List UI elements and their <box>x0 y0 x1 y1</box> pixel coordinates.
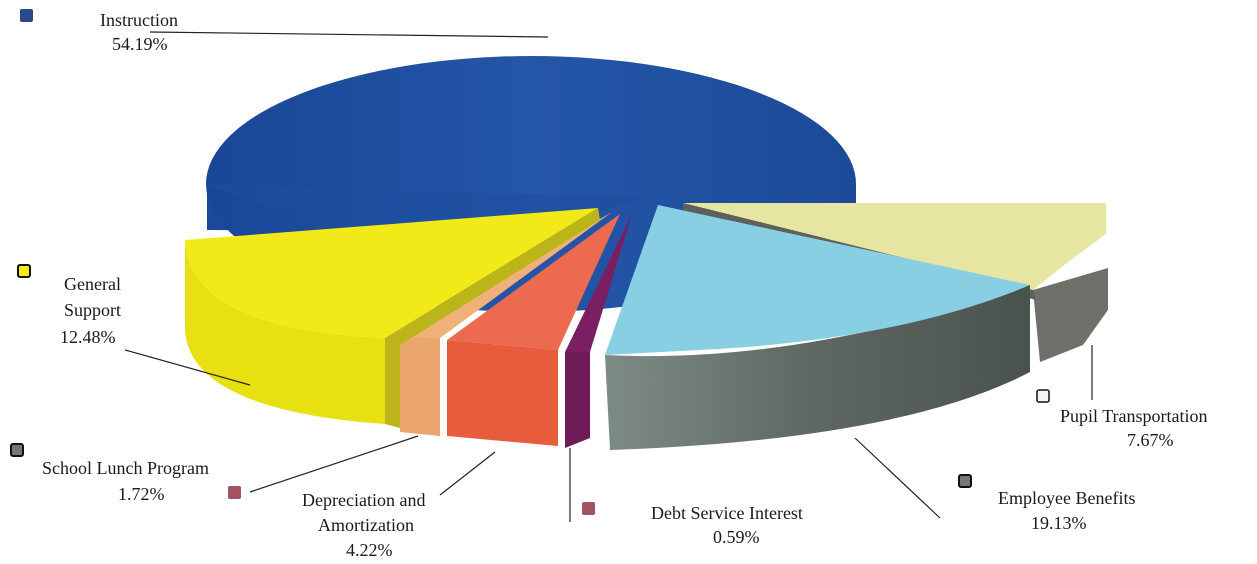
label-debt-service-pct: 0.59% <box>713 527 760 547</box>
label-school-lunch-pct: 1.72% <box>118 484 165 504</box>
label-employee-benefits-pct: 19.13% <box>1031 513 1087 533</box>
slice-general-support <box>185 208 600 428</box>
marker-school-lunch <box>10 443 24 457</box>
marker-debt-service <box>582 502 595 515</box>
label-pupil-transport-pct: 7.67% <box>1127 430 1174 450</box>
marker-pupil-transport <box>1036 389 1050 403</box>
leader-depreciation <box>439 451 496 496</box>
slice-employee-benefits <box>605 205 1030 450</box>
leader-lines <box>124 31 1093 522</box>
label-general-support-l2: Support <box>64 300 121 320</box>
leader-general-support <box>124 349 251 386</box>
leader-instruction <box>149 31 549 38</box>
label-instruction-pct: 54.19% <box>112 34 168 54</box>
marker-depreciation <box>228 486 241 499</box>
label-instruction-name: Instruction <box>100 10 178 30</box>
marker-instruction <box>20 9 33 22</box>
leader-employee-benefits <box>854 437 941 519</box>
label-pupil-transport-name: Pupil Transportation <box>1060 406 1208 426</box>
label-general-support-pct: 12.48% <box>60 327 116 347</box>
label-depreciation-l1: Depreciation and <box>302 490 425 510</box>
marker-general-support <box>17 264 31 278</box>
label-employee-benefits-name: Employee Benefits <box>998 488 1135 508</box>
label-depreciation-l2: Amortization <box>318 515 414 535</box>
marker-employee-benefits <box>958 474 972 488</box>
slice-depreciation <box>447 214 620 446</box>
label-school-lunch-name: School Lunch Program <box>42 458 209 478</box>
legend-markers <box>10 9 1050 515</box>
label-depreciation-pct: 4.22% <box>346 540 393 560</box>
label-debt-service-name: Debt Service Interest <box>651 503 803 523</box>
slice-debt-service-interest <box>565 214 632 448</box>
leader-school-lunch <box>249 435 419 493</box>
label-general-support-l1: General <box>64 274 121 294</box>
slice-labels: Instruction 54.19% General Support 12.48… <box>42 10 1208 560</box>
